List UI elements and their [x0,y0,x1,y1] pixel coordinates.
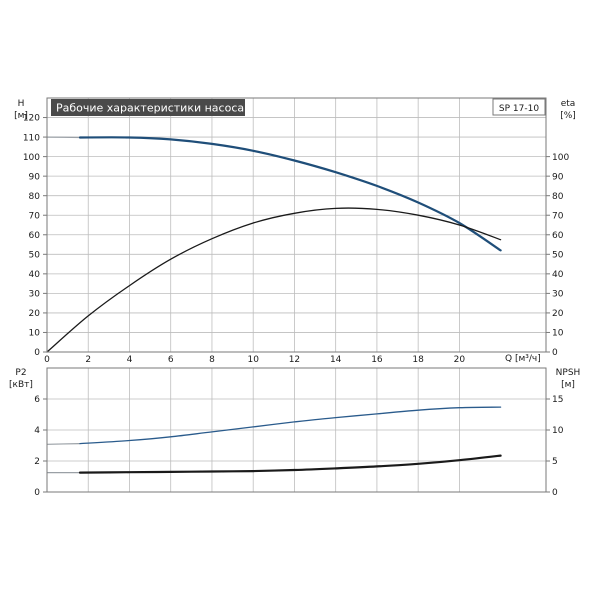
q-axis-label: Q [м³/ч] [505,354,541,364]
bottom-p2-curve [78,454,502,474]
top-eta-curve [46,207,502,353]
bottom-left-tick-label: 2 [34,457,40,467]
top-x-tick-label: 4 [127,355,133,365]
bottom-right-tick-label: 0 [552,488,558,498]
eta-axis-unit: [%] [560,111,576,121]
top-left-tick-label: 100 [23,153,40,163]
top-right-tick-label: 80 [552,192,564,202]
top-plot-frame [46,97,547,353]
top-left-tick-label: 0 [34,348,40,358]
npsh-axis-unit: [м] [561,380,575,390]
bottom-plot-frame [46,367,547,493]
model-label: SP 17-10 [499,104,539,114]
top-left-tick-label: 50 [29,251,41,261]
top-left-tick-label: 20 [29,309,41,319]
top-right-tick-label: 30 [552,290,564,300]
top-left-tick-label: 110 [23,133,40,143]
top-right-tick-label: 90 [552,172,564,182]
top-h-curve [78,136,502,252]
bottom-npsh-curve [79,406,502,445]
top-left-tick-label: 40 [29,270,41,280]
bottom-left-tick-label: 4 [34,426,40,436]
top-right-tick-label: 20 [552,309,564,319]
p2-axis-label: P2 [15,368,26,378]
bottom-ticks: 0 2 4 6 0 5 10 15 [34,395,563,498]
h-axis-unit: [м] [14,111,28,121]
top-left-tick-label: 70 [29,211,41,221]
top-left-tick-label: 10 [29,329,41,339]
bottom-right-tick-label: 10 [552,426,564,436]
h-axis-label: H [18,99,25,109]
top-right-tick-label: 40 [552,270,564,280]
top-right-tick-label: 100 [552,153,569,163]
top-x-tick-label: 12 [289,355,300,365]
top-x-tick-label: 20 [454,355,466,365]
top-x-tick-label: 18 [412,355,424,365]
bottom-right-tick-label: 5 [552,457,558,467]
bottom-curves [46,406,502,474]
model-label-box [492,98,546,116]
top-right-tick-label: 0 [552,348,558,358]
p2-axis-unit: [кВт] [9,380,33,390]
top-right-tick-label: 70 [552,211,564,221]
top-curves [46,136,502,353]
top-x-tick-label: 6 [168,355,174,365]
top-ticks: 0102030405060708090100110120010203040506… [23,114,570,365]
top-grid [47,98,546,352]
top-x-tick-label: 14 [330,355,342,365]
bottom-npsh-curve-extension [46,443,81,445]
top-left-tick-label: 120 [23,114,40,124]
top-x-tick-label: 0 [44,355,50,365]
chart-title: Рабочие характеристики насоса [56,102,244,115]
top-left-tick-label: 80 [29,192,41,202]
top-x-tick-label: 8 [209,355,215,365]
top-x-tick-label: 16 [371,355,383,365]
top-x-tick-label: 2 [85,355,91,365]
npsh-axis-label: NPSH [556,368,581,378]
bottom-left-tick-label: 6 [34,395,40,405]
top-left-tick-label: 60 [29,231,41,241]
top-left-tick-label: 90 [29,172,41,182]
top-x-tick-label: 10 [247,355,259,365]
eta-axis-label: eta [561,99,576,109]
chart-title-background [51,99,245,116]
top-right-tick-label: 60 [552,231,564,241]
bottom-grid [47,368,546,492]
top-left-tick-label: 30 [29,290,41,300]
bottom-left-tick-label: 0 [34,488,40,498]
top-right-tick-label: 10 [552,329,564,339]
bottom-right-tick-label: 15 [552,395,563,405]
top-right-tick-label: 50 [552,251,564,261]
